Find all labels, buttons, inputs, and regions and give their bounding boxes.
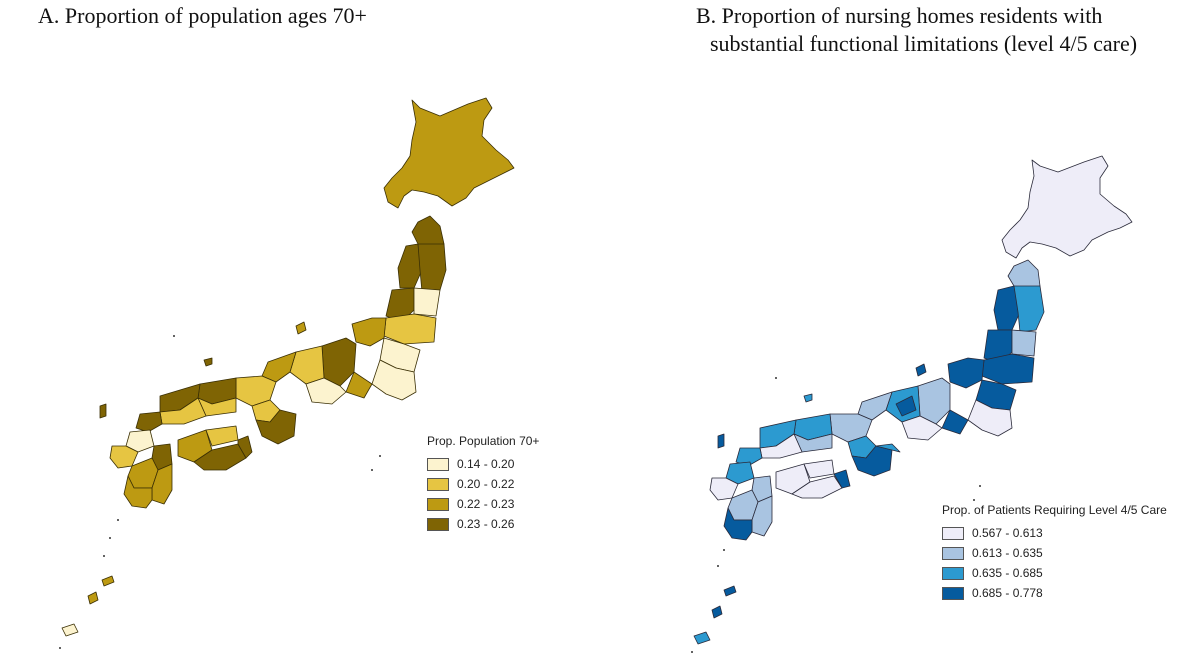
region-tokushima [833, 469, 851, 489]
islet-dot [717, 565, 719, 567]
legend-label: 0.14 - 0.20 [457, 457, 515, 471]
region-niigata [947, 357, 985, 389]
region-hokuriku [261, 351, 297, 383]
legend-swatch [942, 546, 964, 560]
legend-a-item: 0.14 - 0.20 [427, 454, 539, 474]
region-sakishima [693, 631, 711, 645]
legend-swatch [427, 457, 449, 471]
islet-dot [379, 455, 381, 457]
region-okinawa [87, 591, 99, 605]
legend-label: 0.635 - 0.685 [972, 566, 1043, 580]
legend-swatch [942, 586, 964, 600]
region-sakishima [61, 623, 79, 637]
panel-b-title: B. Proportion of nursing homes residents… [696, 2, 1200, 58]
region-oki-island [803, 393, 813, 403]
region-mie [875, 443, 901, 453]
legend-swatch [427, 517, 449, 531]
legend-a-item: 0.22 - 0.23 [427, 494, 539, 514]
legend-label: 0.613 - 0.635 [972, 546, 1043, 560]
panel-b-title-line1: B. Proportion of nursing homes residents… [696, 3, 1103, 28]
region-iwate [1013, 285, 1045, 333]
region-yamanashi [345, 371, 373, 399]
region-tsushima [99, 403, 107, 419]
region-amami [101, 575, 115, 587]
islet-dot [979, 485, 981, 487]
legend-label: 0.23 - 0.26 [457, 517, 515, 531]
region-fukuoka [125, 429, 155, 453]
map-panel-b: B. Proportion of nursing homes residents… [600, 0, 1200, 665]
legend-a-item: 0.20 - 0.22 [427, 474, 539, 494]
islet-dot [109, 537, 111, 539]
islet-dot [59, 647, 61, 649]
legend-swatch [942, 566, 964, 580]
legend-b-item: 0.613 - 0.635 [942, 543, 1167, 563]
region-fukuoka [725, 461, 755, 485]
legend-b: Prop. of Patients Requiring Level 4/5 Ca… [942, 503, 1167, 603]
legend-b-item: 0.635 - 0.685 [942, 563, 1167, 583]
legend-b-title: Prop. of Patients Requiring Level 4/5 Ca… [942, 503, 1167, 517]
islet-dot [371, 469, 373, 471]
region-hokkaido [383, 97, 515, 209]
region-kii [255, 409, 297, 445]
islet-dot [117, 519, 119, 521]
region-tsushima [717, 433, 725, 449]
legend-a: Prop. Population 70+ 0.14 - 0.20 0.20 - … [427, 434, 539, 534]
legend-b-item: 0.685 - 0.778 [942, 583, 1167, 603]
region-yamaguchi [135, 411, 163, 433]
region-miyagi [413, 287, 441, 317]
legend-b-item: 0.567 - 0.613 [942, 523, 1167, 543]
region-yamanashi [941, 409, 969, 435]
legend-a-title: Prop. Population 70+ [427, 434, 540, 448]
region-miyagi [1011, 329, 1037, 357]
panel-b-title-line2: substantial functional limitations (leve… [710, 31, 1138, 56]
islet-dot [973, 499, 975, 501]
legend-label: 0.20 - 0.22 [457, 477, 515, 491]
panel-a-title: A. Proportion of population ages 70+ [38, 3, 367, 28]
region-kagawa [803, 459, 835, 479]
islet-dot [173, 335, 175, 337]
map-panel-a: A. Proportion of population ages 70+ [38, 3, 539, 649]
legend-swatch [427, 477, 449, 491]
region-aomori [1007, 259, 1041, 291]
region-okinawa [711, 605, 723, 619]
region-kagoshima [723, 507, 753, 541]
region-yamaguchi [735, 447, 763, 467]
legend-label: 0.22 - 0.23 [457, 497, 515, 511]
region-sado-island [915, 363, 927, 377]
legend-swatch [427, 497, 449, 511]
legend-swatch [942, 526, 964, 540]
japan-map-b [691, 155, 1133, 653]
region-niigata [351, 317, 387, 347]
region-fukushima [383, 313, 437, 345]
legend-label: 0.685 - 0.778 [972, 586, 1043, 600]
region-kanto-south [967, 399, 1013, 437]
region-kii [851, 445, 893, 477]
legend-a-item: 0.23 - 0.26 [427, 514, 539, 534]
legend-label: 0.567 - 0.613 [972, 526, 1043, 540]
region-hokkaido [1001, 155, 1133, 259]
region-shizuoka [305, 377, 347, 405]
region-iwate [417, 243, 447, 293]
islet-dot [103, 555, 105, 557]
islet-dot [775, 377, 777, 379]
region-kagoshima [123, 475, 153, 509]
japan-map-a [59, 97, 515, 649]
islet-dot [691, 651, 693, 653]
islet-dot [723, 549, 725, 551]
region-aomori [411, 215, 445, 249]
region-kanto-south [371, 359, 417, 401]
region-ishikawa-toyama [857, 391, 893, 421]
region-tokushima [237, 435, 253, 459]
region-hokuriku [895, 395, 917, 417]
region-oki-island [203, 357, 213, 367]
region-sado-island [295, 321, 307, 335]
region-shizuoka [901, 415, 943, 441]
region-amami [723, 585, 737, 597]
region-kagawa [205, 425, 239, 447]
region-gifu [289, 345, 325, 385]
region-fukushima [981, 353, 1035, 385]
